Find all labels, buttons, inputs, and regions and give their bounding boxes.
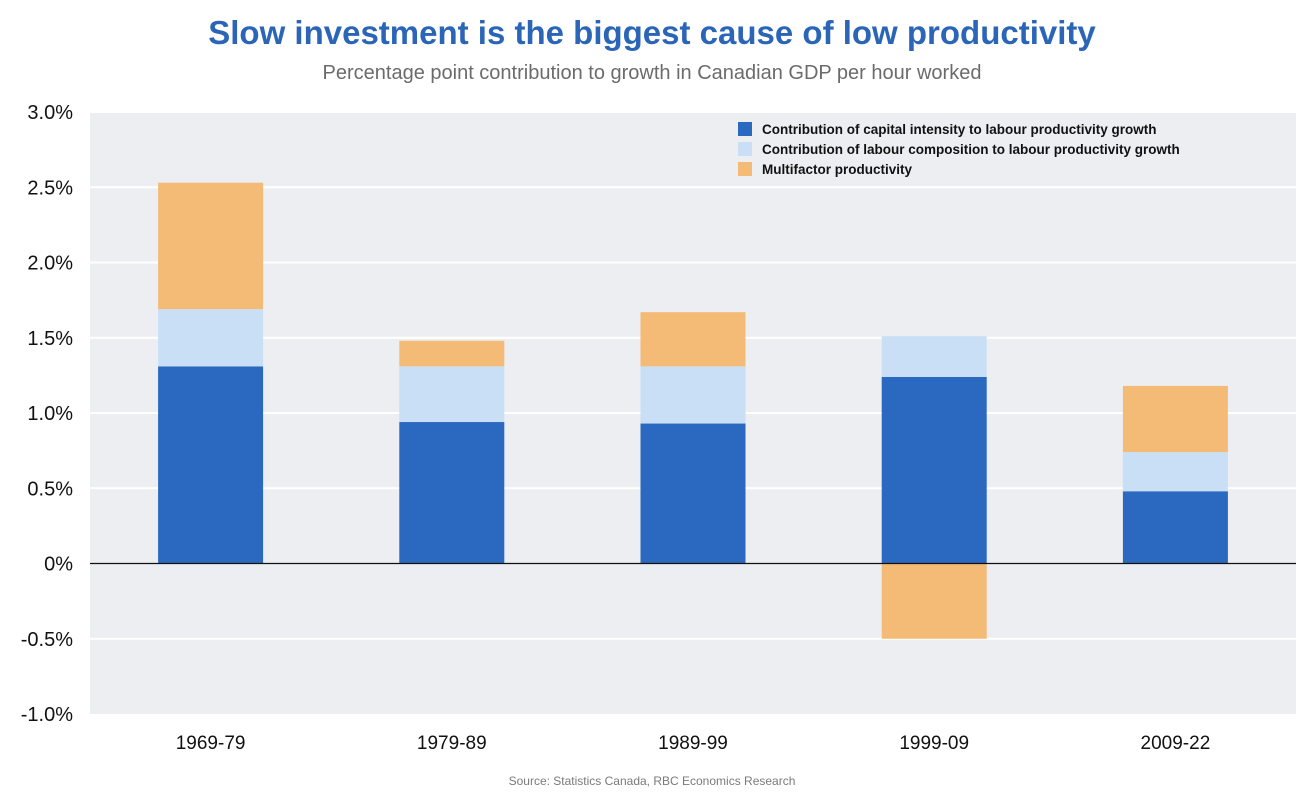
legend-entry: Multifactor productivity	[762, 162, 912, 177]
y-tick-label: 1.0%	[27, 403, 73, 425]
y-tick-label: -0.5%	[21, 629, 73, 651]
y-tick-label: 2.5%	[27, 177, 73, 199]
bar-segment-2009-22-2	[1122, 385, 1228, 453]
legend-swatch	[738, 122, 752, 136]
bar-segment-1999-09-2	[881, 563, 987, 639]
chart-title: Slow investment is the biggest cause of …	[208, 14, 1096, 51]
legend-swatch	[738, 142, 752, 156]
bar-segment-1979-89-2	[399, 340, 505, 367]
legend-entry: Contribution of capital intensity to lab…	[762, 122, 1157, 137]
y-tick-label: -1.0%	[21, 704, 73, 726]
bar-segment-1979-89-0	[399, 422, 505, 564]
bar-segment-1969-79-0	[158, 366, 264, 564]
bar-segment-1999-09-1	[881, 336, 987, 377]
bar-segment-2009-22-0	[1122, 491, 1228, 564]
x-tick-label: 1999-09	[899, 733, 969, 754]
y-tick-label: 0.5%	[27, 478, 73, 500]
legend-entry: Contribution of labour composition to la…	[762, 142, 1180, 157]
x-tick-label: 2009-22	[1141, 733, 1211, 754]
bar-segment-1999-09-0	[881, 376, 987, 564]
bar-segment-1969-79-1	[158, 309, 264, 367]
bar-segment-1979-89-1	[399, 366, 505, 423]
chart-source: Source: Statistics Canada, RBC Economics…	[508, 774, 796, 788]
y-tick-label: 2.0%	[27, 253, 73, 275]
y-tick-label: 1.5%	[27, 328, 73, 350]
x-tick-label: 1989-99	[658, 733, 728, 754]
bar-segment-2009-22-1	[1122, 452, 1228, 492]
bar-segment-1969-79-2	[158, 182, 264, 310]
y-tick-label: 0%	[44, 554, 73, 576]
y-tick-label: 3.0%	[27, 102, 73, 124]
bar-segment-1989-99-1	[640, 366, 746, 424]
bar-segment-1989-99-2	[640, 312, 746, 367]
bar-segment-1989-99-0	[640, 423, 746, 564]
chart-subtitle: Percentage point contribution to growth …	[322, 62, 982, 84]
x-tick-label: 1979-89	[417, 733, 487, 754]
legend-swatch	[738, 162, 752, 176]
x-tick-label: 1969-79	[176, 733, 246, 754]
